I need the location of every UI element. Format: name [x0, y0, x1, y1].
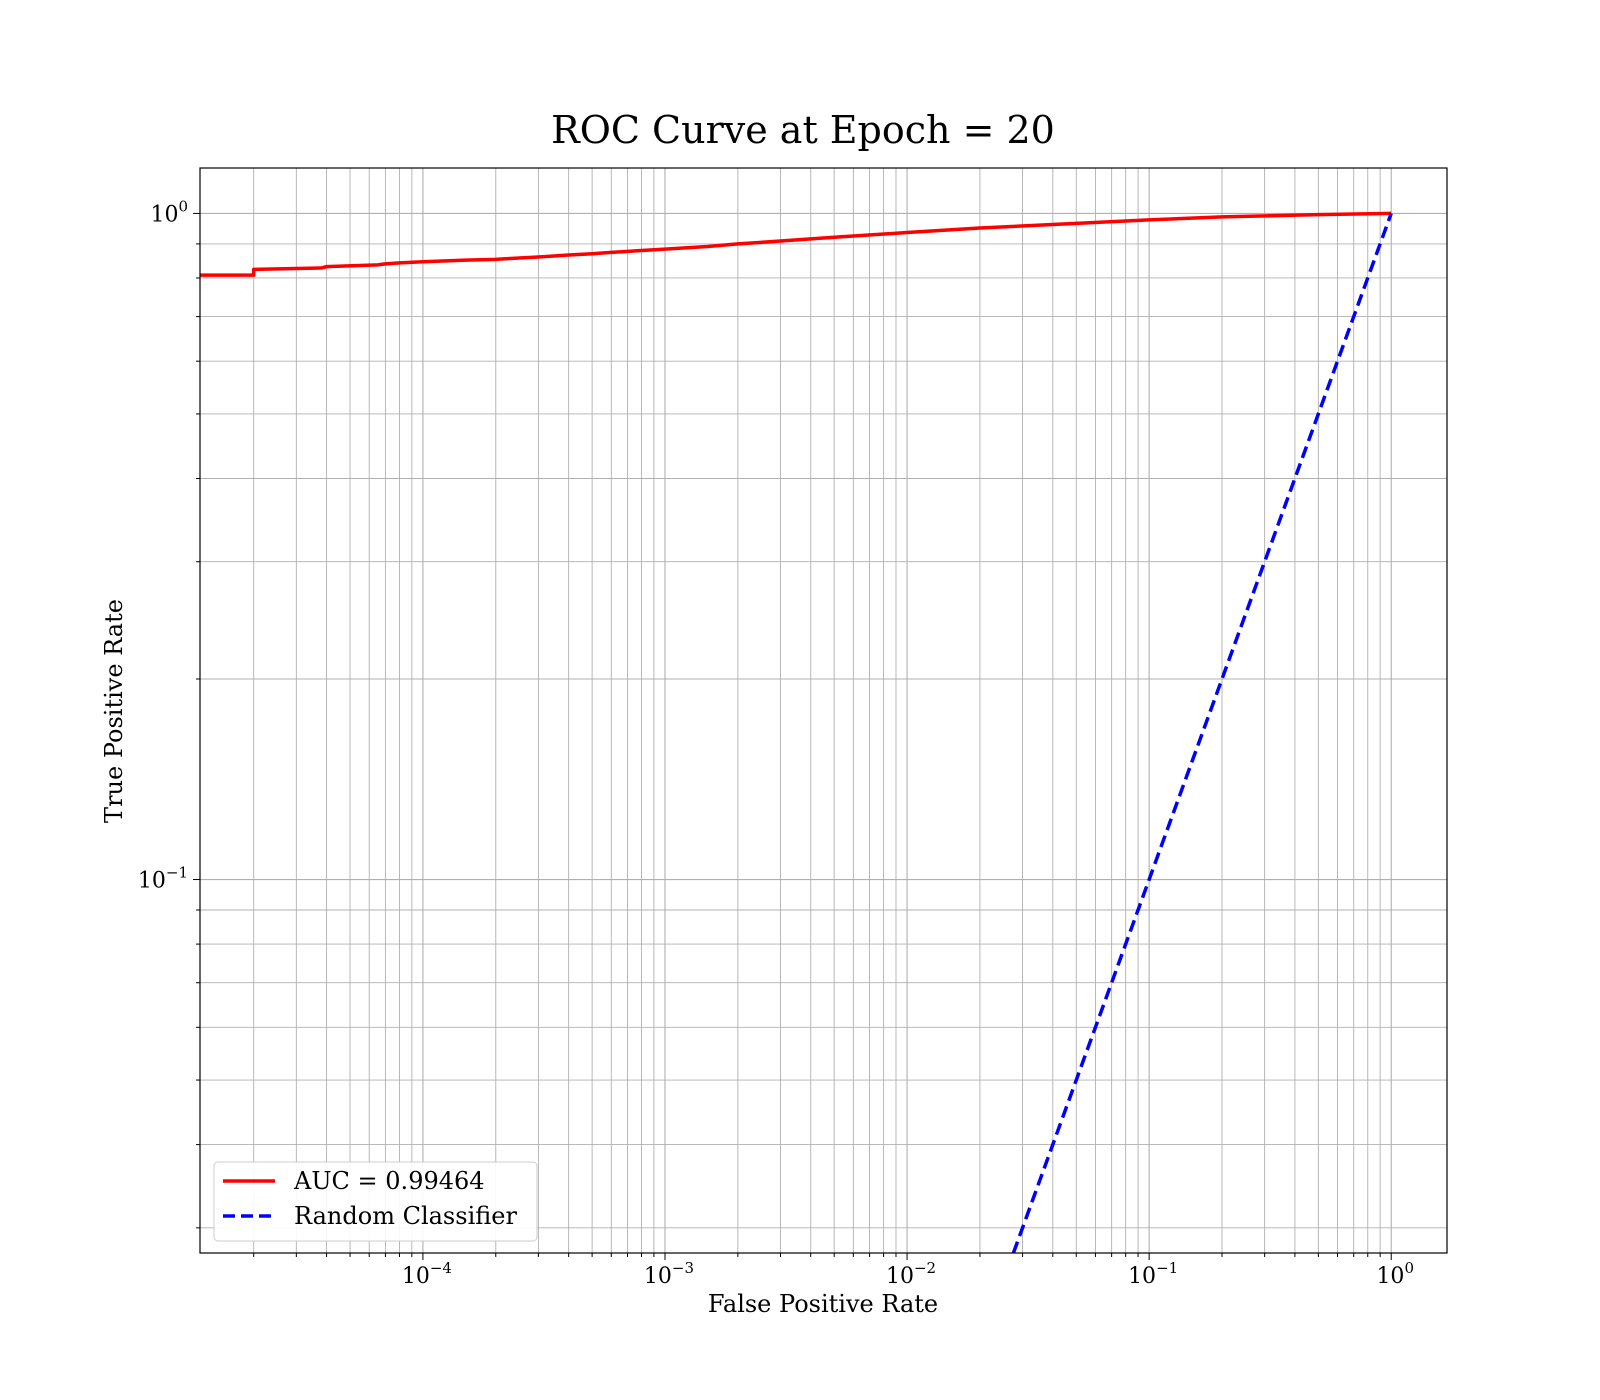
- chart-title: ROC Curve at Epoch = 20: [551, 108, 1055, 152]
- grid-lines: [200, 168, 1447, 1253]
- legend: AUC = 0.99464 Random Classifier: [213, 1161, 538, 1242]
- tick-marks: [193, 212, 1392, 1260]
- y-tick-label: 10−1: [138, 864, 188, 894]
- x-tick-label: 100: [1376, 1259, 1414, 1289]
- x-tick-label: 10−2: [886, 1259, 936, 1289]
- legend-box: [213, 1161, 538, 1242]
- roc-curve-line: [200, 211, 1392, 277]
- x-tick-label: 10−3: [644, 1259, 694, 1289]
- plot-frame: [199, 167, 1448, 1254]
- tick-labels: 10−4 10−3 10−2 10−1 100 100 10−1: [138, 197, 1414, 1289]
- legend-label-auc: AUC = 0.99464: [293, 1167, 485, 1195]
- y-tick-label: 100: [150, 197, 188, 227]
- x-tick-label: 10−4: [402, 1259, 452, 1289]
- series-layer: [200, 211, 1393, 1253]
- x-tick-label: 10−1: [1128, 1259, 1178, 1289]
- random-classifier-line: [1011, 212, 1393, 1253]
- y-axis-label: True Positive Rate: [100, 599, 128, 823]
- legend-label-random: Random Classifier: [294, 1202, 517, 1230]
- x-axis-label: False Positive Rate: [708, 1290, 938, 1318]
